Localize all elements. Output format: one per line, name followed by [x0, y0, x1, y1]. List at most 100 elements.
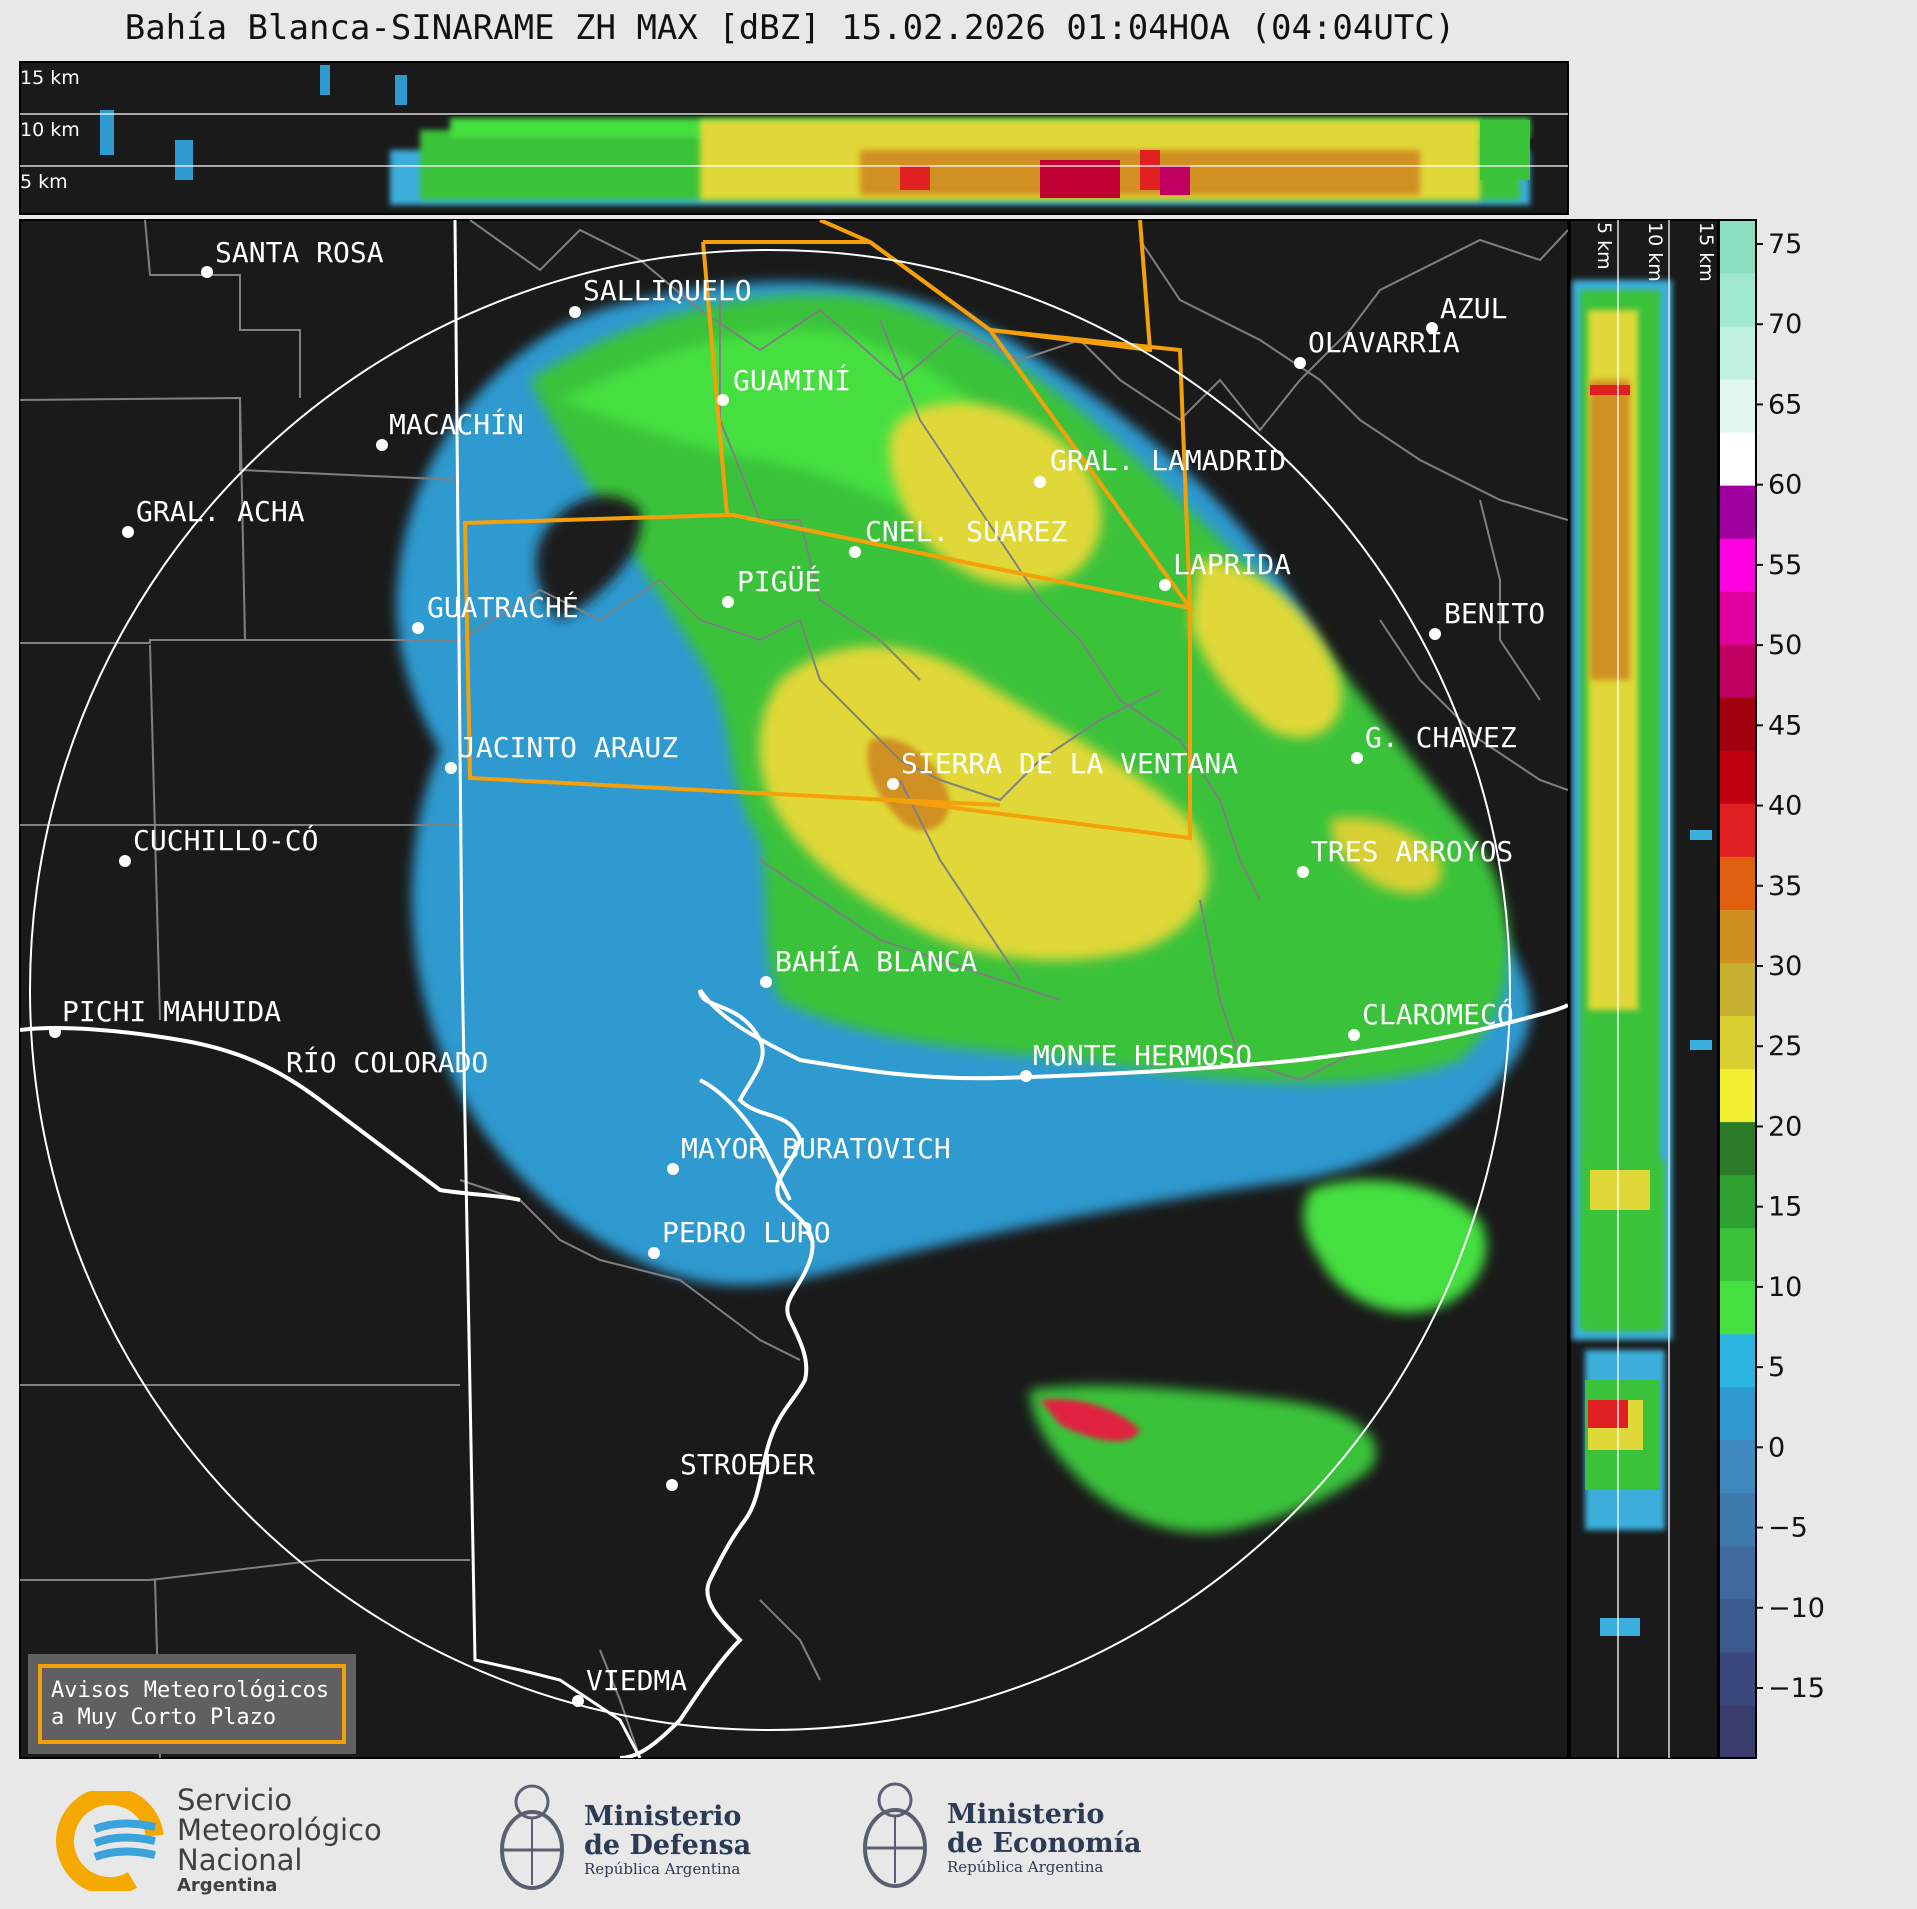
- colorbar-segment: [1719, 1598, 1756, 1653]
- city-label-salliquelo: SALLIQUELO: [583, 274, 752, 307]
- city-label-g-chavez: G. CHAVEZ: [1365, 721, 1517, 754]
- city-label-benito: BENITO: [1444, 597, 1545, 630]
- economia-line3: República Argentina: [947, 1858, 1104, 1876]
- colorbar-tick-label: 75: [1768, 229, 1802, 260]
- colorbar-segment: [1719, 1492, 1756, 1547]
- city-label-azul: AZUL: [1440, 292, 1507, 325]
- city-label-pichi-mahuida: PICHI MAHUIDA: [62, 995, 281, 1028]
- radar-range-ring: [29, 249, 1511, 1731]
- colorbar-segment: [1719, 591, 1756, 645]
- coat-of-arms-icon: [500, 1784, 564, 1890]
- colorbar-tick-label: −15: [1768, 1673, 1825, 1704]
- city-label-guamini: GUAMINÍ: [733, 363, 851, 397]
- province-border: [453, 220, 642, 1758]
- economia-line1: Ministerio: [947, 1799, 1105, 1830]
- city-label-viedma: VIEDMA: [586, 1664, 687, 1697]
- colorbar-segment: [1719, 538, 1756, 592]
- colorbar-segment: [1719, 1280, 1756, 1335]
- colorbar-tick-label: 5: [1768, 1352, 1785, 1383]
- colorbar-segment: [1719, 803, 1756, 857]
- smn-logo: Servicio Meteorológico Nacional Argentin…: [55, 1785, 382, 1896]
- city-label-jacinto-arauz: JACINTO ARAUZ: [459, 731, 678, 764]
- city-label-cuchillo-co: CUCHILLO-CÓ: [133, 823, 318, 857]
- smn-line1: Servicio: [177, 1783, 293, 1817]
- colorbar-segment: [1719, 432, 1756, 486]
- colorbar-segment: [1719, 326, 1756, 380]
- colorbar-segment: [1719, 485, 1756, 539]
- city-label-bahia-blanca: BAHÍA BLANCA: [775, 944, 977, 978]
- city-label-claromeco: CLAROMECÓ: [1362, 997, 1514, 1031]
- top-height-label-5: 5 km: [20, 171, 68, 193]
- colorbar-tick-label: 65: [1768, 389, 1802, 420]
- colorbar-tick-label: −10: [1768, 1593, 1825, 1624]
- city-label-gral-lamadrid: GRAL. LAMADRID: [1050, 444, 1286, 477]
- colorbar-segment: [1719, 1651, 1756, 1706]
- city-label-monte-hermoso: MONTE HERMOSO: [1033, 1039, 1252, 1072]
- city-label-macachin: MACACHÍN: [389, 407, 524, 441]
- city-label-cnel-suarez: CNEL. SUAREZ: [865, 515, 1067, 548]
- city-label-sierra-de-la-ventana: SIERRA DE LA VENTANA: [901, 747, 1238, 780]
- warnings-legend-line2: a Muy Corto Plazo: [51, 1705, 276, 1730]
- side-height-label-5: 5 km: [1593, 222, 1615, 270]
- colorbar-tick-label: 40: [1768, 791, 1802, 822]
- economia-logo: Ministerio de Economía República Argenti…: [855, 1778, 1141, 1898]
- defensa-line2: de Defensa: [584, 1830, 752, 1861]
- colorbar-segment: [1719, 273, 1756, 327]
- colorbar-segment: [1719, 1333, 1756, 1388]
- city-label-gral-acha: GRAL. ACHA: [136, 495, 305, 528]
- colorbar-tick-label: 20: [1768, 1111, 1802, 1142]
- city-label-stroeder: STROEDER: [680, 1448, 815, 1481]
- city-label-pigue: PIGÜÉ: [737, 564, 821, 598]
- defensa-line3: República Argentina: [584, 1860, 741, 1878]
- colorbar-segment: [1719, 379, 1756, 433]
- coastline: [20, 988, 1568, 1758]
- defensa-line1: Ministerio: [584, 1801, 742, 1832]
- colorbar-segment: [1719, 1439, 1756, 1494]
- coat-of-arms-icon: [863, 1782, 927, 1888]
- top-height-label-10: 10 km: [20, 119, 80, 141]
- colorbar-tick-label: 60: [1768, 470, 1802, 501]
- city-label-santa-rosa: SANTA ROSA: [215, 236, 384, 269]
- footer: Servicio Meteorológico Nacional Argentin…: [0, 1760, 1917, 1909]
- top-height-label-15: 15 km: [20, 67, 80, 89]
- colorbar-segment: [1719, 1545, 1756, 1600]
- radar-map-panel[interactable]: SANTA ROSA SALLIQUELO AZUL OLAVARRÍA GUA…: [19, 219, 1569, 1759]
- side-cross-section-panel: 5 km 10 km 15 km: [1569, 219, 1719, 1759]
- colorbar-segment: [1719, 909, 1756, 963]
- colorbar-tick-label: 35: [1768, 871, 1802, 902]
- map-title: Bahía Blanca-SINARAME ZH MAX [dBZ] 15.02…: [124, 8, 1456, 48]
- colorbar-tick-label: 15: [1768, 1192, 1802, 1223]
- city-markers: [49, 266, 1441, 1707]
- side-height-label-15: 15 km: [1695, 222, 1717, 282]
- colorbar-segment: [1719, 1121, 1756, 1176]
- city-label-mayor-buratovich: MAYOR BURATOVICH: [681, 1132, 951, 1165]
- radar-echoes: [396, 282, 1531, 1533]
- city-label-tres-arroyos: TRES ARROYOS: [1311, 835, 1513, 868]
- colorbar-tick-label: 55: [1768, 550, 1802, 581]
- side-height-label-10: 10 km: [1644, 222, 1666, 282]
- top-cross-section-panel: 15 km 10 km 5 km: [19, 61, 1569, 215]
- city-labels: SANTA ROSA SALLIQUELO AZUL OLAVARRÍA GUA…: [62, 236, 1545, 1697]
- colorbar-tick-label: −5: [1768, 1513, 1808, 1544]
- city-label-rio-colorado: RÍO COLORADO: [286, 1045, 488, 1079]
- colorbar-segment: [1719, 750, 1756, 804]
- smn-line2: Meteorológico: [177, 1813, 382, 1847]
- city-label-guatrache: GUATRACHÉ: [427, 590, 579, 624]
- colorbar-segment: [1719, 1386, 1756, 1441]
- city-label-laprida: LAPRIDA: [1173, 548, 1291, 581]
- colorbar-segment: [1719, 220, 1756, 274]
- colorbar-segment: [1719, 856, 1756, 910]
- defensa-logo: Ministerio de Defensa República Argentin…: [492, 1780, 751, 1900]
- colorbar-tick-label: 0: [1768, 1432, 1785, 1463]
- colorbar-tick-label: 30: [1768, 951, 1802, 982]
- colorbar-tick-label: 45: [1768, 710, 1802, 741]
- colorbar-tick-label: 10: [1768, 1272, 1802, 1303]
- warning-polygons: [462, 220, 1195, 841]
- smn-line4: Argentina: [177, 1875, 278, 1896]
- colorbar-segment: [1719, 962, 1756, 1017]
- city-label-pedro-luro: PEDRO LURO: [662, 1216, 831, 1249]
- warnings-legend-line1: Avisos Meteorológicos: [51, 1678, 329, 1703]
- colorbar-tick-label: 25: [1768, 1031, 1802, 1062]
- city-label-olavarria: OLAVARRÍA: [1308, 325, 1460, 359]
